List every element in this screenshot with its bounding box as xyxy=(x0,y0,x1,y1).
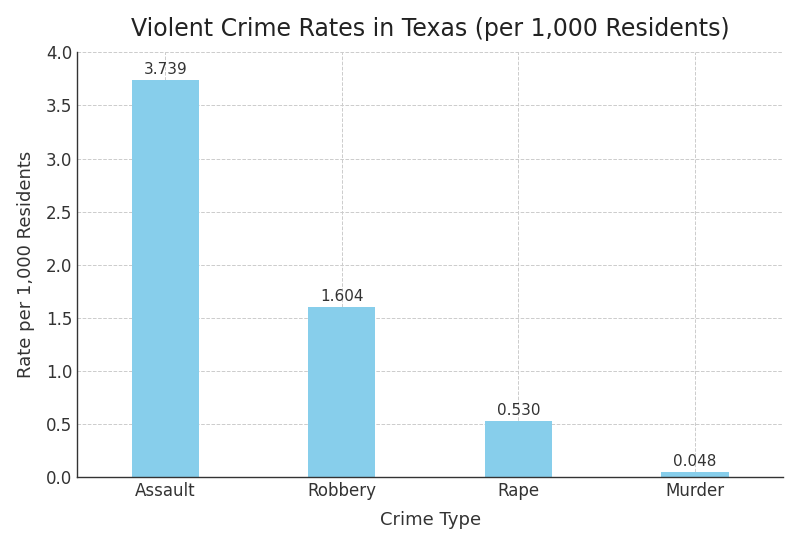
Text: 0.048: 0.048 xyxy=(674,454,717,469)
Text: 0.530: 0.530 xyxy=(497,403,540,418)
Title: Violent Crime Rates in Texas (per 1,000 Residents): Violent Crime Rates in Texas (per 1,000 … xyxy=(131,17,730,40)
Text: 1.604: 1.604 xyxy=(320,289,364,304)
Bar xyxy=(132,80,199,477)
X-axis label: Crime Type: Crime Type xyxy=(380,512,481,529)
Y-axis label: Rate per 1,000 Residents: Rate per 1,000 Residents xyxy=(17,151,34,378)
Text: 3.739: 3.739 xyxy=(143,62,187,77)
Bar xyxy=(485,421,552,477)
Bar xyxy=(662,472,729,477)
Bar xyxy=(308,307,375,477)
